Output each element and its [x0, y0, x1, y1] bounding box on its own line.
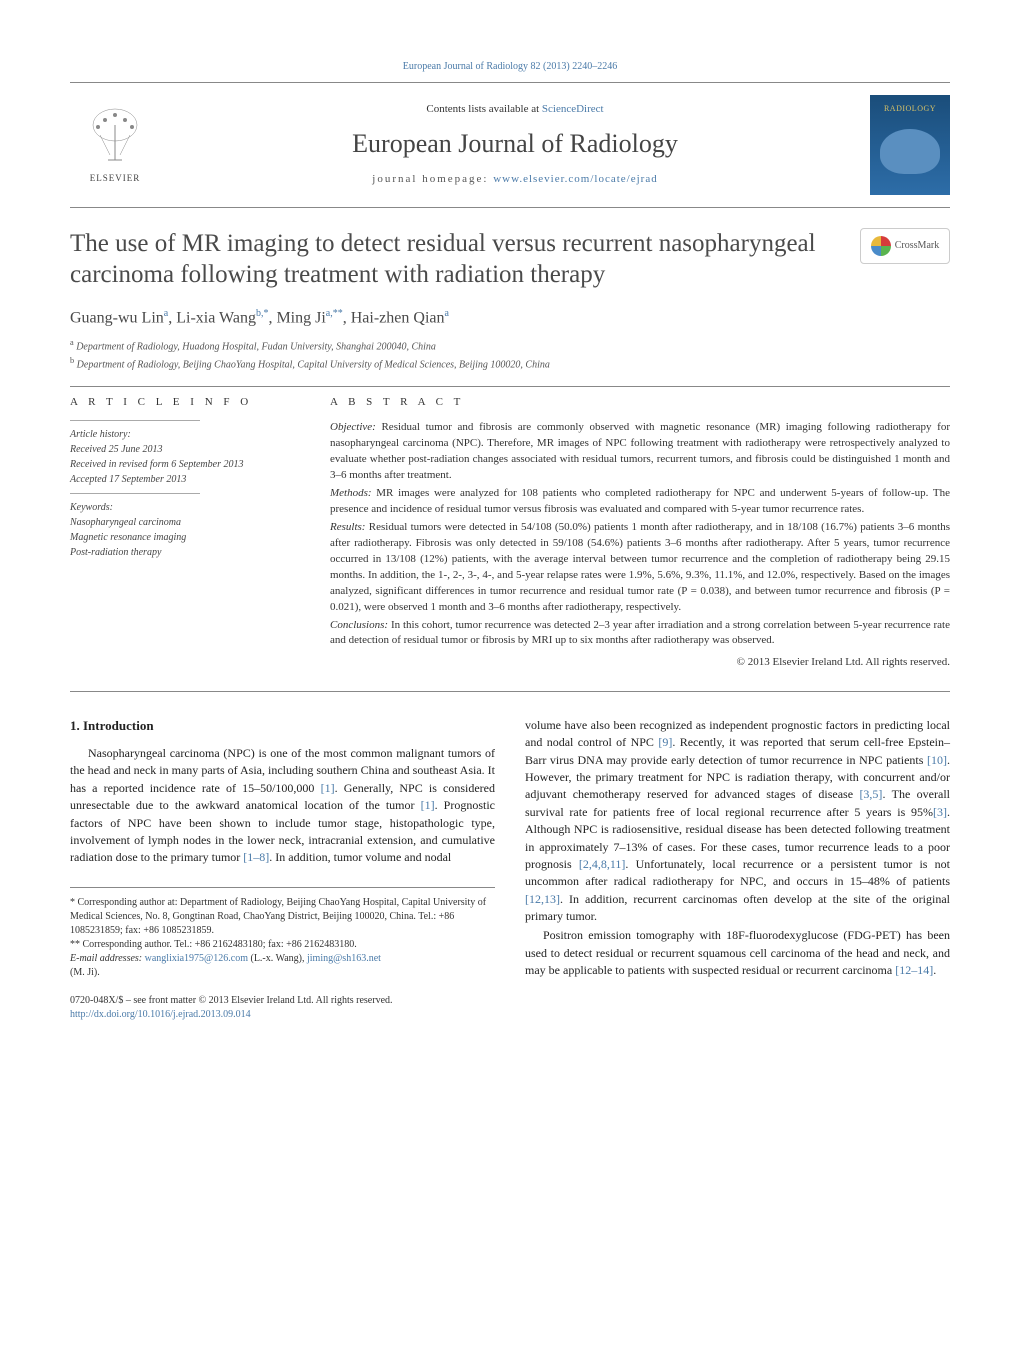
ref-link[interactable]: [3] — [933, 805, 947, 819]
crossmark-icon — [871, 236, 891, 256]
methods-text: MR images were analyzed for 108 patients… — [330, 487, 950, 515]
objective-text: Residual tumor and fibrosis are commonly… — [330, 421, 950, 481]
ref-link[interactable]: [12–14] — [895, 963, 933, 977]
divider — [70, 691, 950, 692]
keyword: Magnetic resonance imaging — [70, 530, 300, 545]
info-divider — [70, 493, 200, 494]
elsevier-logo: ELSEVIER — [70, 100, 160, 190]
homepage-prefix: journal homepage: — [372, 173, 493, 185]
email-label: E-mail addresses: — [70, 953, 145, 964]
article-info-column: A R T I C L E I N F O Article history: R… — [70, 395, 300, 671]
corresponding-1: * Corresponding author at: Department of… — [70, 896, 495, 938]
ref-link[interactable]: [1–8] — [243, 850, 269, 864]
body-column-right: volume have also been recognized as inde… — [525, 717, 950, 1022]
doi-link[interactable]: http://dx.doi.org/10.1016/j.ejrad.2013.0… — [70, 1008, 495, 1022]
article-title: The use of MR imaging to detect residual… — [70, 228, 840, 291]
info-abstract-row: A R T I C L E I N F O Article history: R… — [70, 395, 950, 671]
footer: 0720-048X/$ – see front matter © 2013 El… — [70, 994, 495, 1022]
ref-link[interactable]: [2,4,8,11] — [579, 857, 626, 871]
body-column-left: 1. Introduction Nasopharyngeal carcinoma… — [70, 717, 495, 1022]
received-date: Received 25 June 2013 — [70, 442, 300, 457]
article-history: Article history: Received 25 June 2013 R… — [70, 427, 300, 487]
intro-paragraph-cont: volume have also been recognized as inde… — [525, 717, 950, 980]
elsevier-text: ELSEVIER — [90, 172, 141, 185]
ref-link[interactable]: [1] — [321, 781, 335, 795]
authors: Guang-wu Lina, Li-xia Wangb,*, Ming Jia,… — [70, 307, 950, 330]
info-divider — [70, 420, 200, 421]
journal-name: European Journal of Radiology — [180, 126, 850, 162]
title-row: The use of MR imaging to detect residual… — [70, 228, 950, 291]
email-who: (L.-x. Wang), — [248, 953, 307, 964]
ref-link[interactable]: [1] — [421, 798, 435, 812]
footnotes: * Corresponding author at: Department of… — [70, 887, 495, 980]
cover-image — [880, 129, 940, 174]
ref-link[interactable]: [3,5] — [859, 787, 882, 801]
intro-paragraph: Nasopharyngeal carcinoma (NPC) is one of… — [70, 745, 495, 867]
homepage-line: journal homepage: www.elsevier.com/locat… — [180, 172, 850, 187]
copyright: © 2013 Elsevier Ireland Ltd. All rights … — [330, 655, 950, 670]
issn-line: 0720-048X/$ – see front matter © 2013 El… — [70, 994, 495, 1008]
affiliation-b: Department of Radiology, Beijing ChaoYan… — [77, 359, 550, 370]
history-label: Article history: — [70, 427, 300, 442]
article-info-heading: A R T I C L E I N F O — [70, 395, 300, 410]
ref-link[interactable]: [9] — [658, 735, 672, 749]
abstract-column: A B S T R A C T Objective: Residual tumo… — [330, 395, 950, 671]
methods-label: Methods: — [330, 487, 372, 499]
citation-header: European Journal of Radiology 82 (2013) … — [70, 60, 950, 74]
contents-prefix: Contents lists available at — [426, 103, 541, 115]
accepted-date: Accepted 17 September 2013 — [70, 472, 300, 487]
keyword: Nasopharyngeal carcinoma — [70, 515, 300, 530]
conclusions-label: Conclusions: — [330, 619, 388, 631]
text: . — [933, 963, 936, 977]
email-link[interactable]: jiming@sh163.net — [307, 953, 381, 964]
cover-title: RADIOLOGY — [884, 103, 936, 114]
keyword: Post-radiation therapy — [70, 545, 300, 560]
contents-line: Contents lists available at ScienceDirec… — [180, 102, 850, 117]
results-text: Residual tumors were detected in 54/108 … — [330, 521, 950, 613]
homepage-link[interactable]: www.elsevier.com/locate/ejrad — [493, 173, 658, 185]
crossmark-badge[interactable]: CrossMark — [860, 228, 950, 264]
revised-date: Received in revised form 6 September 201… — [70, 457, 300, 472]
divider — [70, 386, 950, 387]
conclusions-text: In this cohort, tumor recurrence was det… — [330, 619, 950, 647]
objective-label: Objective: — [330, 421, 376, 433]
corresponding-2: ** Corresponding author. Tel.: +86 21624… — [70, 938, 495, 952]
keywords-block: Keywords: Nasopharyngeal carcinoma Magne… — [70, 500, 300, 560]
journal-cover: RADIOLOGY — [870, 95, 950, 195]
affiliations: a Department of Radiology, Huadong Hospi… — [70, 337, 950, 372]
introduction-heading: 1. Introduction — [70, 717, 495, 735]
affiliation-a: Department of Radiology, Huadong Hospita… — [76, 342, 436, 353]
sciencedirect-link[interactable]: ScienceDirect — [542, 103, 604, 115]
email-who: (M. Ji). — [70, 967, 100, 978]
abstract-heading: A B S T R A C T — [330, 395, 950, 410]
header-center: Contents lists available at ScienceDirec… — [180, 102, 850, 187]
ref-link[interactable]: [12,13] — [525, 892, 560, 906]
crossmark-label: CrossMark — [895, 239, 939, 253]
email-line: E-mail addresses: wanglixia1975@126.com … — [70, 952, 495, 980]
text: Positron emission tomography with 18F-fl… — [525, 928, 950, 977]
text: . In addition, tumor volume and nodal — [269, 850, 451, 864]
email-link[interactable]: wanglixia1975@126.com — [145, 953, 248, 964]
abstract-text: Objective: Residual tumor and fibrosis a… — [330, 420, 950, 649]
body-columns: 1. Introduction Nasopharyngeal carcinoma… — [70, 717, 950, 1022]
keywords-label: Keywords: — [70, 500, 300, 515]
results-label: Results: — [330, 521, 365, 533]
text: . In addition, recurrent carcinomas ofte… — [525, 892, 950, 923]
elsevier-tree-icon — [80, 105, 150, 170]
journal-header: ELSEVIER Contents lists available at Sci… — [70, 82, 950, 208]
ref-link[interactable]: [10] — [927, 753, 947, 767]
